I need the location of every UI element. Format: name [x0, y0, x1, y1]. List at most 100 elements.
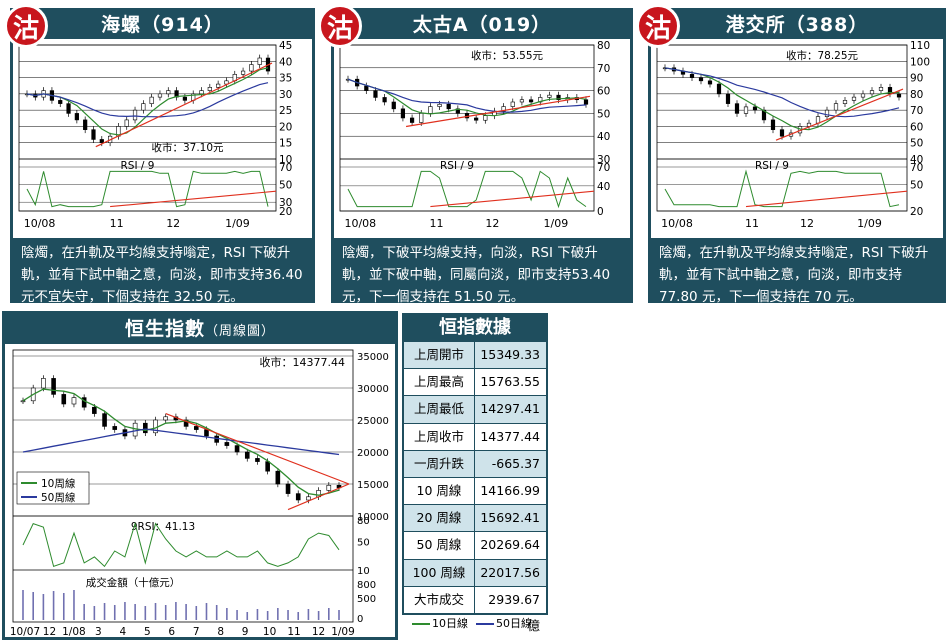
candle-body: [716, 83, 722, 95]
row-value: 22017.56: [475, 559, 546, 586]
rsi-label: RSI / 9: [121, 160, 155, 172]
x-tick-label: 1/09: [857, 217, 882, 230]
candle-body: [878, 87, 884, 91]
candle-body: [132, 109, 138, 121]
y-tick-label: 70: [910, 105, 923, 117]
y-tick-label: 20: [279, 121, 292, 133]
y-tick-label: 25000: [357, 416, 389, 427]
row-key: 20 周線: [404, 505, 475, 532]
x-tick-label: 10/08: [661, 217, 693, 230]
candle-body: [770, 119, 776, 130]
candle-body: [869, 90, 875, 95]
x-tick-label: 12: [43, 626, 56, 637]
panel-914: 海螺（914） 45 40 35 30 25 20 15 10 收市：37.10元 RSI / 9…: [10, 8, 315, 305]
rsi-trend-line: [110, 190, 277, 208]
rsi-label: RSI / 9: [755, 160, 789, 172]
y-tick-label: 10000: [357, 512, 389, 523]
candle-body: [207, 87, 212, 91]
candle-body: [66, 103, 71, 114]
candle-body: [92, 406, 97, 414]
table-row: 大市成交 2939.67 億: [404, 585, 546, 633]
candle-body: [112, 426, 118, 430]
candle-body: [824, 109, 830, 117]
row-value: 14297.41: [475, 396, 546, 423]
x-tick-label: 7: [193, 626, 200, 637]
rsi-tick-label: 10: [357, 566, 370, 577]
row-key: 100 周線: [404, 559, 475, 586]
hsi-title-bar: 恒生指數（周線圖）: [5, 314, 395, 344]
legend-box: [16, 471, 90, 505]
plot-frame: [18, 44, 277, 212]
candle-body: [842, 100, 848, 104]
table-title: 恒指數據: [404, 315, 546, 341]
table-row: 10 周線 14166.99: [404, 476, 546, 505]
x-tick-label: 6: [168, 626, 175, 637]
candle-body: [734, 103, 740, 114]
candle-body: [428, 106, 433, 114]
candle-body: [216, 83, 221, 88]
volume-tick-label: 0: [357, 614, 363, 625]
rsi-label: 9RSI：41.13: [131, 521, 195, 533]
rsi-tick-label: 0: [597, 206, 604, 218]
chart-hsi: 350003000025000200001500010000收市：14377.4…: [10, 349, 389, 637]
table-row: 上周開市 15349.33: [404, 341, 546, 369]
sell-badge: 沽: [4, 4, 48, 48]
candle-body: [556, 94, 561, 101]
panel-019: 太古A（019） 80 70 60 50 40 30 收市：53.55元 RSI / 9 70 4…: [331, 8, 633, 305]
candle-body: [725, 93, 731, 104]
row-key: 大市成交: [404, 586, 475, 613]
candle-body: [519, 99, 525, 103]
chart-388: 110 100 90 80 70 60 50 40 收市：78.25元 RSI / 9 70 50 20…: [656, 40, 930, 230]
candle-body: [240, 70, 246, 75]
x-tick-label: 10/08: [24, 217, 56, 230]
row-value: 15692.41: [475, 505, 546, 532]
x-tick-label: 1/09: [544, 217, 569, 230]
candle-body: [373, 90, 378, 98]
legend-item: 10日線: [412, 615, 468, 631]
candle-body: [83, 119, 88, 130]
candle-body: [306, 496, 311, 501]
y-tick-label: 40: [910, 154, 923, 166]
rsi-tick-label: 70: [279, 162, 292, 174]
y-tick-label: 60: [597, 86, 610, 98]
sell-badge: 沽: [636, 4, 680, 48]
y-tick-label: 30: [597, 154, 610, 166]
row-value: 14377.44: [480, 428, 540, 444]
y-tick-label: 40: [597, 131, 610, 143]
candle-body: [707, 80, 713, 85]
candle-body: [99, 139, 104, 144]
legend-item: 50日線: [476, 615, 532, 631]
candle-body: [474, 117, 479, 121]
x-tick-label: 4: [120, 626, 127, 637]
ma-long-line: [26, 82, 269, 118]
hsi-subtitle: （周線圖）: [205, 324, 276, 339]
candle-body: [204, 429, 209, 437]
close-label: 收市：37.10元: [151, 141, 224, 154]
candle-body: [157, 93, 163, 98]
rsi-tick-label: 50: [279, 180, 292, 192]
panel-title: 港交所（388）: [651, 11, 943, 39]
row-key: 上周最高: [404, 369, 475, 396]
x-tick-label: 11: [287, 626, 300, 637]
candle-body: [193, 426, 199, 430]
candle-body: [382, 97, 387, 103]
row-value: 15349.33: [475, 342, 546, 369]
trend-line: [405, 95, 591, 128]
candle-body: [183, 419, 189, 427]
x-tick-label: 10: [263, 626, 276, 637]
trend-line: [95, 62, 273, 148]
x-tick-label: 5: [144, 626, 151, 637]
row-key: 上周最低: [404, 396, 475, 423]
panel-title: 太古A（019）: [334, 11, 630, 39]
rsi-trend-line: [745, 190, 908, 208]
rsi-tick-label: 50: [357, 537, 370, 548]
candle-body: [295, 493, 301, 501]
candle-body: [255, 458, 260, 462]
y-tick-label: 35: [279, 73, 292, 85]
candle-body: [58, 100, 63, 104]
rsi-label: RSI / 9: [440, 160, 474, 172]
candle-body: [583, 99, 589, 105]
volume-tick-label: 800: [357, 580, 376, 591]
rsi-tick-label: 40: [597, 181, 610, 193]
